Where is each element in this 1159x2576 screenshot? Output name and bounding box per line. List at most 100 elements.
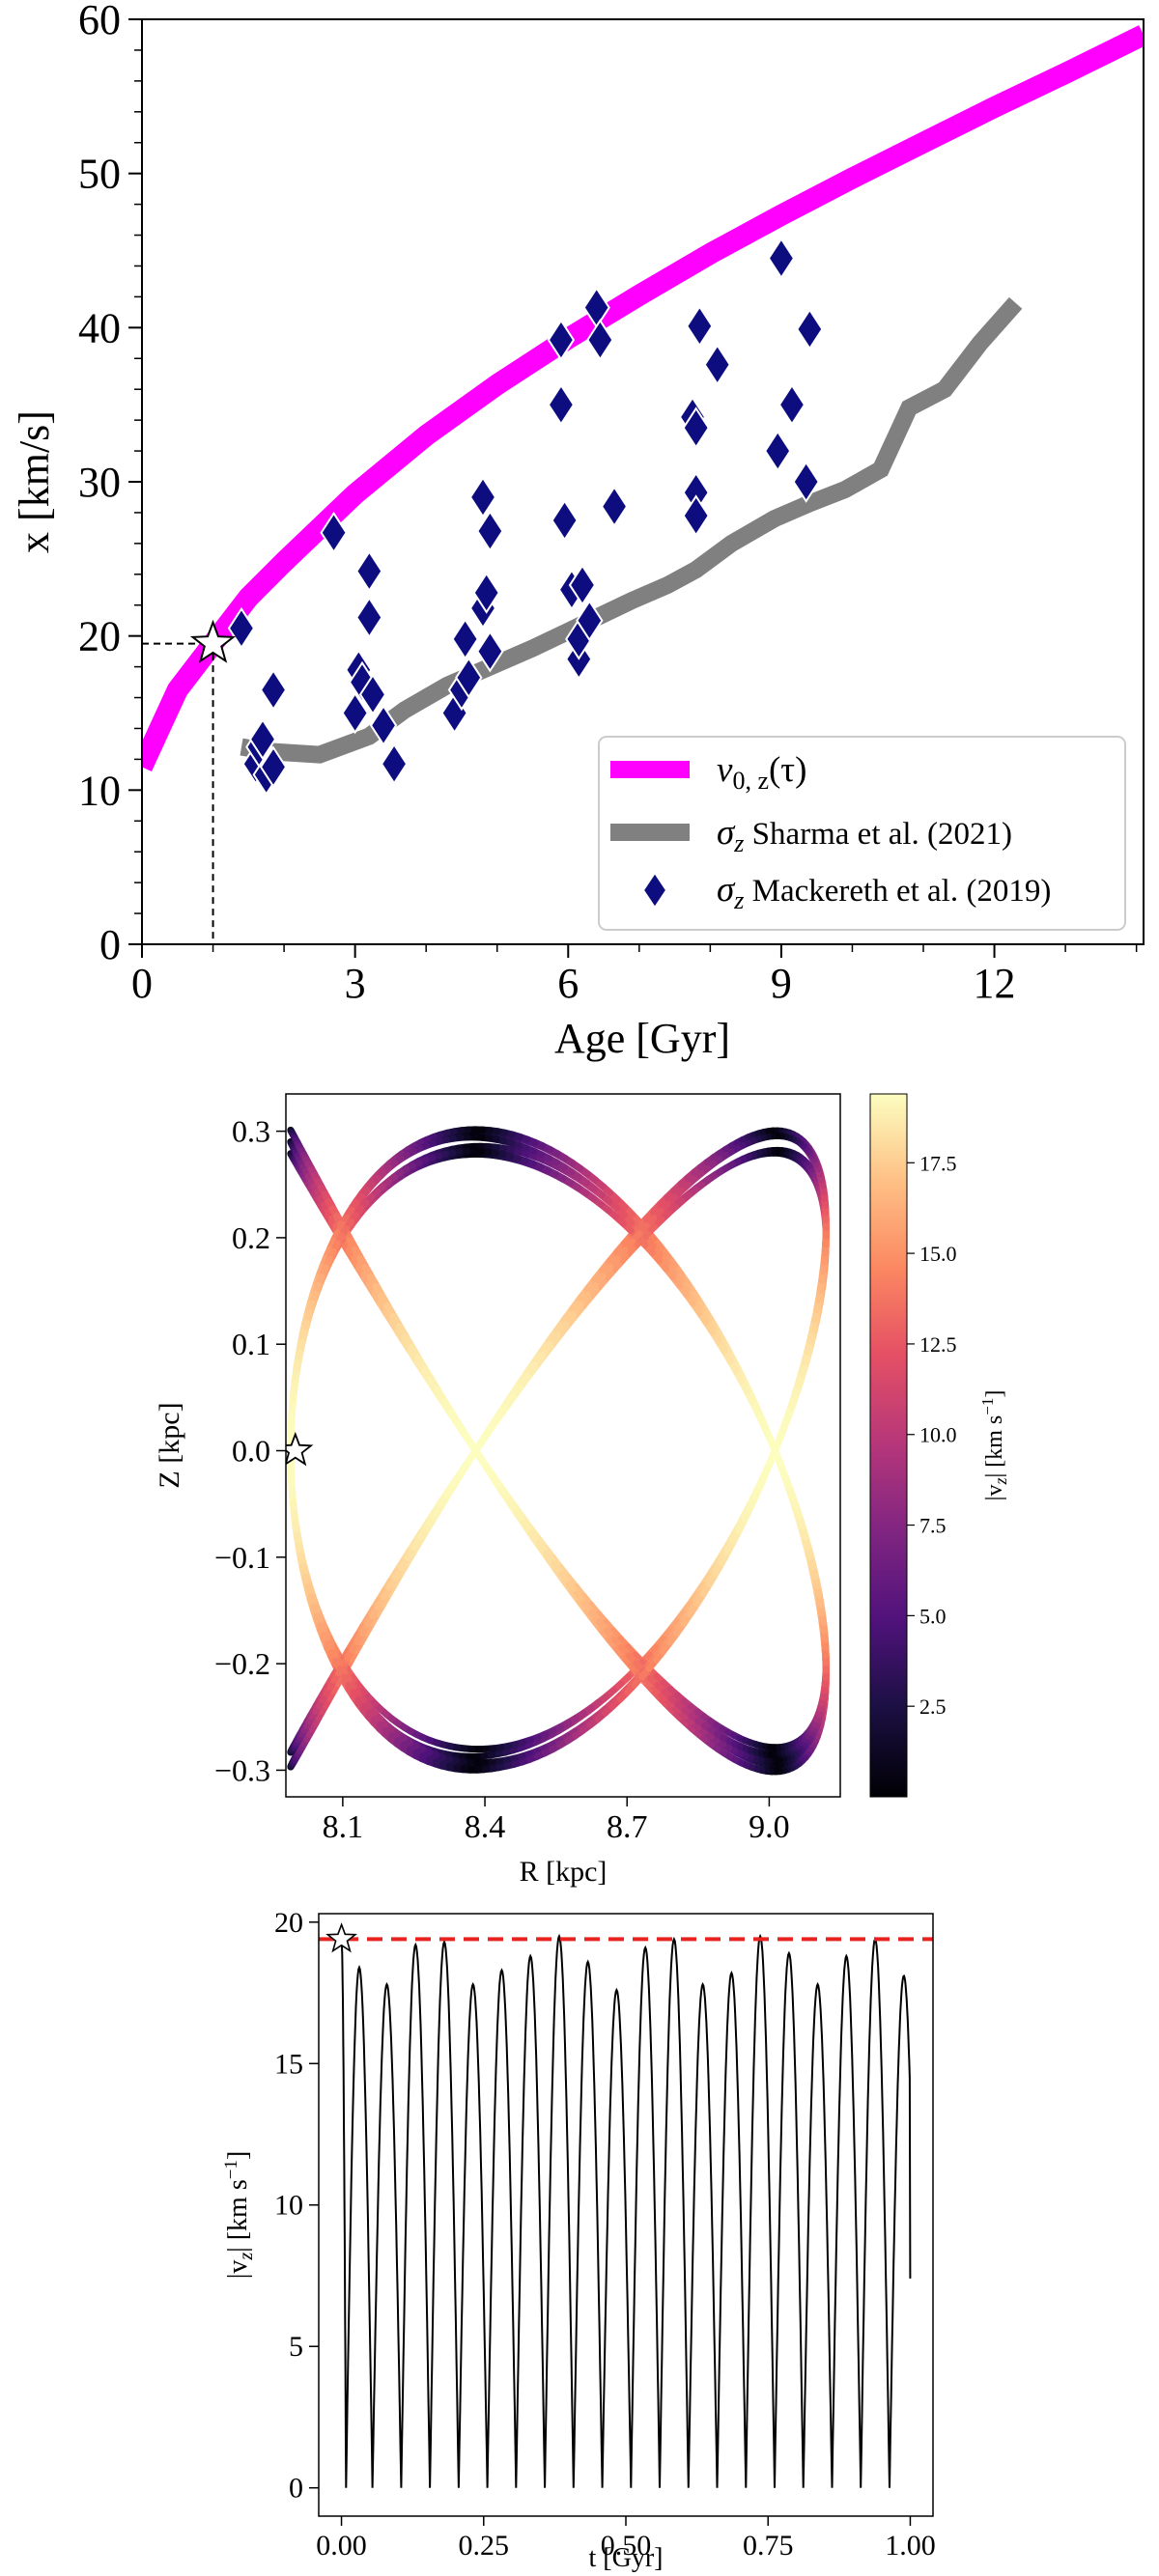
top-ytick-label: 60 — [78, 0, 121, 43]
mackereth-point — [455, 656, 483, 699]
colorbar-tick-label: 17.5 — [919, 1151, 957, 1175]
top-ylabel: x [km/s] — [11, 410, 58, 553]
middle-xtick-label: 8.7 — [607, 1809, 648, 1845]
middle-ytick-label: 0.1 — [232, 1327, 270, 1361]
top-ytick-label: 10 — [78, 767, 121, 814]
v0z-curve — [142, 25, 1144, 772]
bottom-ytick-label: 0 — [289, 2473, 303, 2505]
colorbar-tick-label: 15.0 — [919, 1242, 957, 1266]
bottom-xtick-label: 0.00 — [316, 2530, 367, 2562]
mackereth-point — [358, 673, 387, 716]
mackereth-point — [476, 630, 504, 673]
star-marker — [325, 1922, 357, 1953]
bottom-xtick-label: 0.50 — [601, 2530, 652, 2562]
top-xtick-label: 12 — [974, 960, 1016, 1007]
star-marker — [189, 619, 237, 663]
mackereth-point — [586, 319, 614, 361]
mackereth-point — [767, 237, 796, 280]
colorbar-tick-label: 12.5 — [919, 1332, 957, 1357]
mackereth-point — [259, 745, 288, 789]
colorbar-tick-label: 10.0 — [919, 1423, 957, 1447]
mackereth-point — [369, 704, 398, 747]
bottom-xlabel: t [Gyr] — [589, 2543, 664, 2573]
bottom-ylabel: |vz| [km s−1] — [221, 2151, 257, 2280]
bottom-ytick-label: 15 — [274, 2048, 303, 2080]
top-ytick-label: 20 — [78, 613, 121, 660]
mackereth-point — [468, 476, 497, 518]
top-xtick-label: 0 — [131, 960, 153, 1007]
mackereth-point — [451, 618, 479, 660]
colorbar-tick-label: 2.5 — [919, 1694, 947, 1719]
mackereth-point — [355, 596, 383, 639]
mackereth-point — [777, 383, 806, 427]
legend-swatch-sharma — [610, 824, 690, 841]
bottom-ytick-label: 20 — [274, 1907, 303, 1939]
mackereth-point — [248, 717, 277, 761]
mackereth-point — [796, 308, 824, 350]
middle-xtick-label: 8.1 — [323, 1809, 364, 1845]
mackereth-point — [792, 461, 820, 503]
top-ytick-label: 0 — [99, 921, 121, 968]
mackereth-point — [551, 499, 579, 542]
middle-ytick-label: −0.2 — [214, 1646, 270, 1681]
orbit-segment — [471, 1436, 487, 1454]
mackereth-point — [547, 319, 576, 361]
top-ytick-label: 50 — [78, 151, 121, 198]
middle-ytick-label: 0.3 — [232, 1114, 270, 1149]
bottom-xtick-label: 0.25 — [459, 2530, 510, 2562]
mackereth-point — [576, 599, 604, 642]
vz-time-series — [340, 1933, 912, 2488]
mackereth-point — [568, 564, 597, 606]
star-marker — [286, 1431, 314, 1467]
mackereth-point — [686, 304, 714, 348]
mackereth-point — [703, 343, 731, 386]
mackereth-point — [259, 668, 288, 712]
mackereth-point — [348, 660, 377, 704]
mackereth-point — [472, 572, 500, 614]
middle-ytick-label: −0.3 — [214, 1752, 270, 1787]
bottom-xtick-label: 0.75 — [743, 2530, 794, 2562]
bottom-panel: 0.00 0.25 0.50 0.75 1.00 0 5 10 15 20 t [Gyr] |vz… — [221, 1907, 936, 2573]
top-ytick-label: 40 — [78, 304, 121, 351]
top-panel: 0 3 6 9 12 0 10 20 30 40 50 60 Age [Gyr] x [km/s] v… — [11, 0, 1145, 1062]
top-xtick-label: 9 — [771, 960, 792, 1007]
mackereth-point — [682, 406, 710, 449]
mackereth-point — [600, 485, 629, 528]
legend-label-sharma: σz Sharma et al. (2021) — [717, 813, 1012, 857]
legend-label-mackereth: σz Mackereth et al. (2019) — [717, 870, 1051, 914]
top-xlabel: Age [Gyr] — [554, 1015, 730, 1062]
mackereth-point — [227, 606, 256, 650]
middle-ylabel: Z [kpc] — [154, 1402, 185, 1488]
middle-axes-frame — [285, 1093, 841, 1798]
middle-xlabel: R [kpc] — [520, 1856, 608, 1888]
mackereth-point — [320, 511, 348, 554]
top-xtick-label: 3 — [345, 960, 366, 1007]
mackereth-point — [764, 430, 792, 472]
mackereth-point — [355, 549, 383, 593]
legend-frame — [598, 736, 1126, 931]
middle-ytick-label: 0.2 — [232, 1220, 270, 1255]
middle-xtick-label: 9.0 — [749, 1809, 790, 1845]
mackereth-point — [380, 742, 409, 786]
mackereth-point — [682, 494, 710, 537]
mackereth-point — [547, 383, 576, 427]
middle-xtick-label: 8.4 — [465, 1809, 506, 1845]
bottom-xtick-label: 1.00 — [885, 2530, 936, 2562]
middle-ytick-label: 0.0 — [232, 1434, 270, 1469]
top-legend: v0, z(τ) σz Sharma et al. (2021) σz Mack… — [598, 736, 1126, 931]
colorbar-label: |vz| [km s−1] — [978, 1390, 1010, 1501]
mackereth-point — [476, 510, 504, 552]
middle-ytick-label: −0.1 — [214, 1540, 270, 1575]
colorbar — [869, 1093, 908, 1798]
legend-label-v0z: v0, z(τ) — [717, 750, 807, 795]
top-ytick-label: 30 — [78, 459, 121, 506]
legend-swatch-v0z — [610, 761, 690, 778]
bottom-ytick-label: 10 — [274, 2190, 303, 2222]
bottom-ytick-label: 5 — [289, 2331, 303, 2363]
middle-panel: 8.1 8.4 8.7 9.0 0.3 0.2 0.1 0.0 −0.1 −0.2 −0.3 R [… — [154, 1093, 1010, 1888]
colorbar-tick-label: 5.0 — [919, 1604, 947, 1628]
mackereth-point — [341, 691, 369, 735]
legend-marker-mackereth — [641, 871, 668, 910]
top-xtick-label: 6 — [557, 960, 579, 1007]
